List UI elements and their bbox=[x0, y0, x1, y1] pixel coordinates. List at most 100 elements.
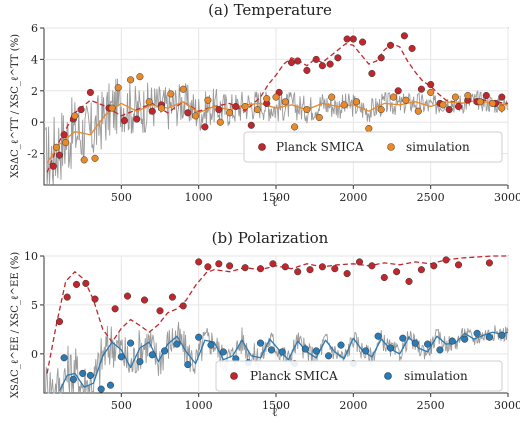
polarization-smica-point-0 bbox=[55, 318, 64, 326]
polarization-smica-point-24 bbox=[355, 258, 364, 266]
polarization-simulation-point-30 bbox=[399, 334, 407, 342]
temperature-smica-point-2 bbox=[60, 131, 68, 139]
polarization-simulation-point-38 bbox=[498, 331, 506, 339]
temperature-smica-point-8 bbox=[133, 115, 141, 123]
temperature-simulation-point-9 bbox=[145, 98, 153, 106]
polarization-x-tick-label-3: 2000 bbox=[339, 399, 367, 412]
polarization-smica-point-34 bbox=[485, 259, 493, 267]
polarization-x-tick-label-1: 1000 bbox=[185, 399, 213, 412]
polarization-y-axis-label: XSΔC_ℓ^EE / XSC_ℓ^EE (%) bbox=[10, 252, 21, 398]
temperature-legend-label-simulation: simulation bbox=[406, 140, 470, 154]
temperature-simulation-point-0 bbox=[52, 143, 60, 151]
temperature-simulation-point-1 bbox=[62, 139, 70, 147]
polarization-smica-point-16 bbox=[256, 265, 265, 273]
polarization-smica-point-14 bbox=[226, 262, 234, 270]
polarization-simulation-point-2 bbox=[79, 369, 87, 377]
polarization-simulation-point-5 bbox=[106, 381, 115, 389]
temperature-smica-point-22 bbox=[318, 62, 326, 70]
temperature-smica-point-18 bbox=[287, 58, 296, 67]
temperature-smica-point-13 bbox=[215, 106, 223, 114]
temperature-simulation-point-12 bbox=[179, 85, 187, 93]
temperature-x-tick-label-2: 1500 bbox=[262, 191, 290, 204]
temperature-smica-point-0 bbox=[49, 162, 57, 170]
polarization-smica-point-19 bbox=[294, 268, 302, 276]
polarization-smica-point-6 bbox=[123, 292, 132, 300]
temperature-simulation-point-39 bbox=[498, 104, 506, 112]
temperature-legend-marker-simulation bbox=[387, 143, 395, 151]
polarization-smica-point-17 bbox=[269, 260, 277, 268]
temperature-smica-point-41 bbox=[482, 91, 490, 100]
temperature-simulation-point-26 bbox=[340, 101, 348, 109]
temperature-y-axis-label: XSΔC_ℓ^TT / XSC_ℓ^TT (%) bbox=[10, 34, 21, 178]
polarization-smica-point-30 bbox=[430, 262, 438, 270]
temperature-simulation-point-17 bbox=[241, 102, 249, 111]
temperature-smica-point-28 bbox=[368, 69, 376, 78]
polarization-simulation-point-20 bbox=[278, 348, 286, 356]
polarization-smica-point-22 bbox=[331, 265, 339, 273]
temperature-x-ticks: 500 1000 1500 2000 2500 3000 bbox=[111, 185, 520, 204]
polarization-legend: Planck SMICA simulation bbox=[215, 360, 503, 392]
polarization-smica-point-32 bbox=[454, 261, 463, 269]
polarization-simulation-point-29 bbox=[386, 344, 395, 352]
temperature-panel: (a) Temperature XSΔC_ℓ^TT / XSC_ℓ^TT (%)… bbox=[10, 1, 520, 209]
polarization-legend-marker-smica bbox=[230, 372, 238, 380]
polarization-legend-marker-simulation bbox=[384, 372, 392, 380]
temperature-simulation-point-19 bbox=[263, 95, 271, 103]
temperature-smica-point-24 bbox=[334, 54, 342, 62]
polarization-smica-point-27 bbox=[393, 268, 401, 276]
polarization-simulation-point-6 bbox=[117, 353, 125, 361]
temperature-simulation-point-20 bbox=[272, 93, 280, 101]
temperature-smica-point-4 bbox=[77, 106, 85, 114]
temperature-smica-point-15 bbox=[247, 121, 255, 129]
polarization-legend-label-smica: Planck SMICA bbox=[250, 369, 338, 383]
polarization-y-tick-label-1: 5 bbox=[31, 299, 38, 312]
polarization-legend-label-simulation: simulation bbox=[404, 369, 468, 383]
temperature-smica-point-43 bbox=[498, 93, 506, 101]
temperature-simulation-point-7 bbox=[127, 76, 135, 84]
temperature-smica-point-31 bbox=[394, 87, 402, 95]
polarization-simulation-point-33 bbox=[436, 346, 444, 354]
temperature-x-tick-label-5: 3000 bbox=[494, 191, 520, 204]
polarization-simulation-point-34 bbox=[448, 337, 456, 345]
polarization-simulation-point-19 bbox=[267, 346, 275, 354]
polarization-smica-point-20 bbox=[306, 266, 314, 274]
temperature-smica-point-33 bbox=[408, 44, 416, 52]
polarization-smica-point-13 bbox=[215, 260, 223, 268]
temperature-smica-point-23 bbox=[326, 60, 334, 68]
polarization-simulation-point-13 bbox=[195, 333, 203, 341]
temperature-simulation-point-34 bbox=[439, 101, 447, 109]
polarization-smica-point-29 bbox=[417, 266, 425, 274]
temperature-x-tick-label-0: 500 bbox=[111, 191, 132, 204]
polarization-simulation-point-24 bbox=[325, 352, 333, 360]
polarization-simulation-point-7 bbox=[127, 339, 135, 347]
polarization-smica-point-15 bbox=[241, 264, 249, 272]
temperature-smica-point-27 bbox=[359, 38, 367, 46]
polarization-smica-point-23 bbox=[343, 270, 351, 278]
temperature-simulation-point-11 bbox=[167, 90, 175, 98]
polarization-simulation-point-32 bbox=[424, 340, 432, 348]
temperature-simulation-point-30 bbox=[389, 93, 398, 101]
temperature-smica-point-29 bbox=[377, 54, 385, 62]
polarization-smica-point-1 bbox=[63, 293, 71, 301]
temperature-simulation-point-23 bbox=[303, 106, 311, 114]
polarization-smica-point-26 bbox=[380, 273, 388, 282]
temperature-simulation-point-28 bbox=[365, 124, 373, 133]
temperature-simulation-point-18 bbox=[253, 106, 261, 114]
polarization-x-tick-label-0: 500 bbox=[111, 399, 132, 412]
temperature-legend-marker-smica bbox=[258, 143, 266, 151]
polarization-legend-box bbox=[215, 360, 503, 392]
polarization-simulation-point-18 bbox=[256, 339, 265, 347]
temperature-solid-line-1 bbox=[46, 99, 509, 164]
polarization-smica-point-4 bbox=[91, 295, 99, 303]
polarization-simulation-point-36 bbox=[473, 329, 481, 337]
polarization-simulation-point-35 bbox=[461, 335, 469, 343]
polarization-simulation-point-23 bbox=[312, 347, 320, 355]
polarization-y-tick-label-0: 0 bbox=[31, 348, 38, 361]
polarization-data-points bbox=[55, 256, 506, 393]
polarization-simulation-point-28 bbox=[374, 332, 382, 340]
temperature-smica-point-14 bbox=[232, 102, 240, 111]
temperature-simulation-point-33 bbox=[427, 88, 435, 96]
temperature-y-tick-label-3: 4 bbox=[31, 53, 38, 66]
temperature-simulation-point-27 bbox=[352, 98, 360, 106]
polarization-smica-point-3 bbox=[82, 279, 90, 287]
